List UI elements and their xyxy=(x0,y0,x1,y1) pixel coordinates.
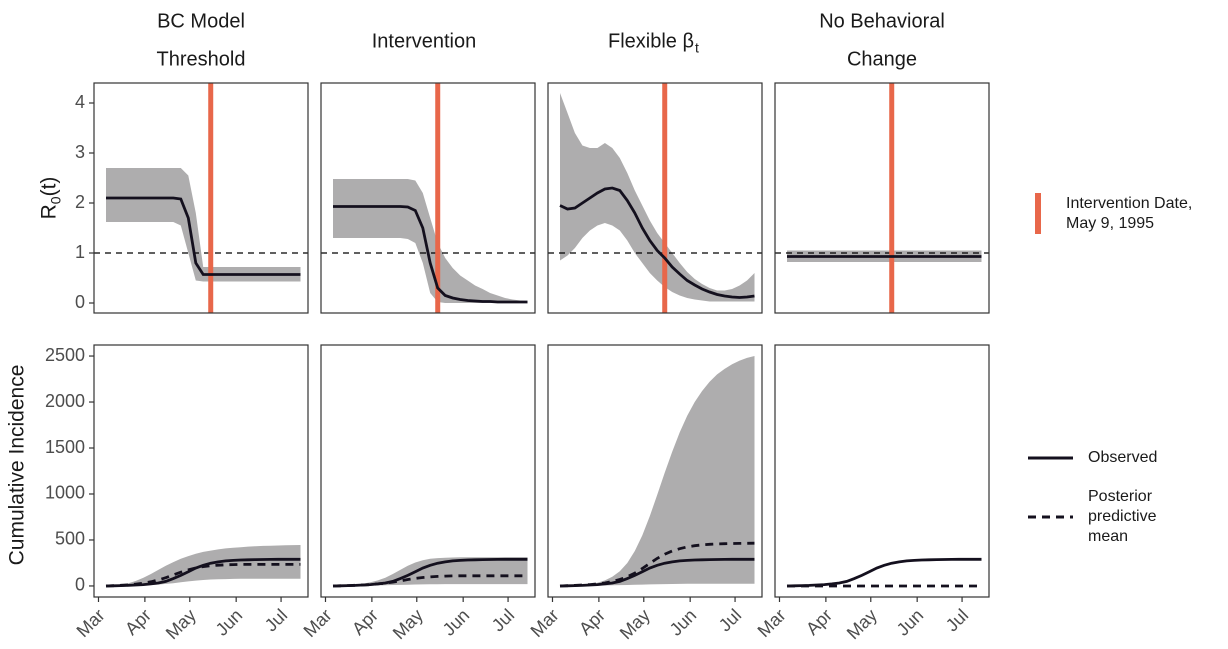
y-axis-label: Cumulative Incidence xyxy=(6,365,29,566)
x-tick-label: Jun xyxy=(439,605,474,640)
y-tick-label: 4 xyxy=(75,92,85,112)
y-tick-label: 2000 xyxy=(45,391,85,411)
panel-background xyxy=(775,345,989,597)
x-tick-label: Apr xyxy=(121,605,155,639)
panel-border xyxy=(93,344,309,598)
legend-label: Posterior xyxy=(1088,488,1153,505)
panel-border xyxy=(547,344,763,598)
x-tick-label: Jul xyxy=(715,605,745,635)
legend-swatch xyxy=(1035,193,1041,234)
panel-title-subscript: t xyxy=(695,40,699,56)
x-tick-label: May xyxy=(389,605,427,643)
y-tick-label: 1 xyxy=(75,242,85,262)
x-tick-label: May xyxy=(843,605,881,643)
y-tick-label: 1500 xyxy=(45,437,85,457)
legend-label: May 9, 1995 xyxy=(1066,215,1154,232)
y-tick-label: 1000 xyxy=(45,483,85,503)
x-tick-label: Mar xyxy=(73,605,109,641)
panel-title: Change xyxy=(847,48,917,70)
panel-title: No Behavioral xyxy=(819,10,945,32)
panel-background xyxy=(321,345,535,597)
panel-border xyxy=(320,82,536,314)
x-tick-label: Jun xyxy=(893,605,928,640)
x-tick-label: Jul xyxy=(942,605,972,635)
y-tick-label: 500 xyxy=(55,529,85,549)
r0-ribbon xyxy=(333,179,528,303)
panel-border xyxy=(93,82,309,314)
x-tick-label: Jul xyxy=(488,605,518,635)
incidence-ribbon xyxy=(333,557,528,586)
y-axis-label-suffix: (t) xyxy=(38,177,61,197)
r0-mean-line xyxy=(559,186,755,299)
legend-label: mean xyxy=(1088,528,1128,545)
x-tick-label: Mar xyxy=(527,605,563,641)
y-tick-label: 0 xyxy=(75,575,85,595)
r0-mean-line xyxy=(333,205,528,304)
r0-ribbon xyxy=(560,93,755,302)
y-tick-label: 2500 xyxy=(45,345,85,365)
panel-border xyxy=(774,344,990,598)
predicted-line xyxy=(559,541,755,588)
x-tick-label: Jul xyxy=(261,605,291,635)
x-tick-label: Apr xyxy=(348,605,382,639)
panel-background xyxy=(775,83,989,313)
panel-title: Flexible β xyxy=(608,30,694,52)
predicted-line xyxy=(105,563,301,588)
panel-border xyxy=(547,82,763,314)
x-tick-label: Mar xyxy=(754,605,790,641)
x-tick-label: May xyxy=(162,605,200,643)
panel-border xyxy=(320,344,536,598)
r0-ribbon xyxy=(106,168,301,282)
x-tick-label: Apr xyxy=(802,605,836,639)
legend-label: Observed xyxy=(1088,449,1157,466)
y-axis-label-main: R xyxy=(38,204,61,219)
x-tick-label: Jun xyxy=(666,605,701,640)
y-axis-label: R0(t) xyxy=(38,177,64,220)
x-tick-label: Apr xyxy=(575,605,609,639)
y-tick-label: 2 xyxy=(75,192,85,212)
incidence-ribbon xyxy=(560,356,755,586)
panel-title: BC Model xyxy=(157,10,245,32)
x-tick-label: Mar xyxy=(300,605,336,641)
panel-title: Threshold xyxy=(157,48,246,70)
predicted-line xyxy=(332,574,528,588)
x-tick-label: May xyxy=(616,605,654,643)
x-tick-label: Jun xyxy=(212,605,247,640)
panel-border xyxy=(774,82,990,314)
legend-label: Intervention Date, xyxy=(1066,195,1192,212)
y-tick-label: 3 xyxy=(75,142,85,162)
y-tick-label: 0 xyxy=(75,292,85,312)
r0-mean-line xyxy=(106,196,301,276)
legend-label: predictive xyxy=(1088,508,1157,525)
panel-title: Intervention xyxy=(372,30,477,52)
y-axis-label-subscript: 0 xyxy=(48,196,64,204)
